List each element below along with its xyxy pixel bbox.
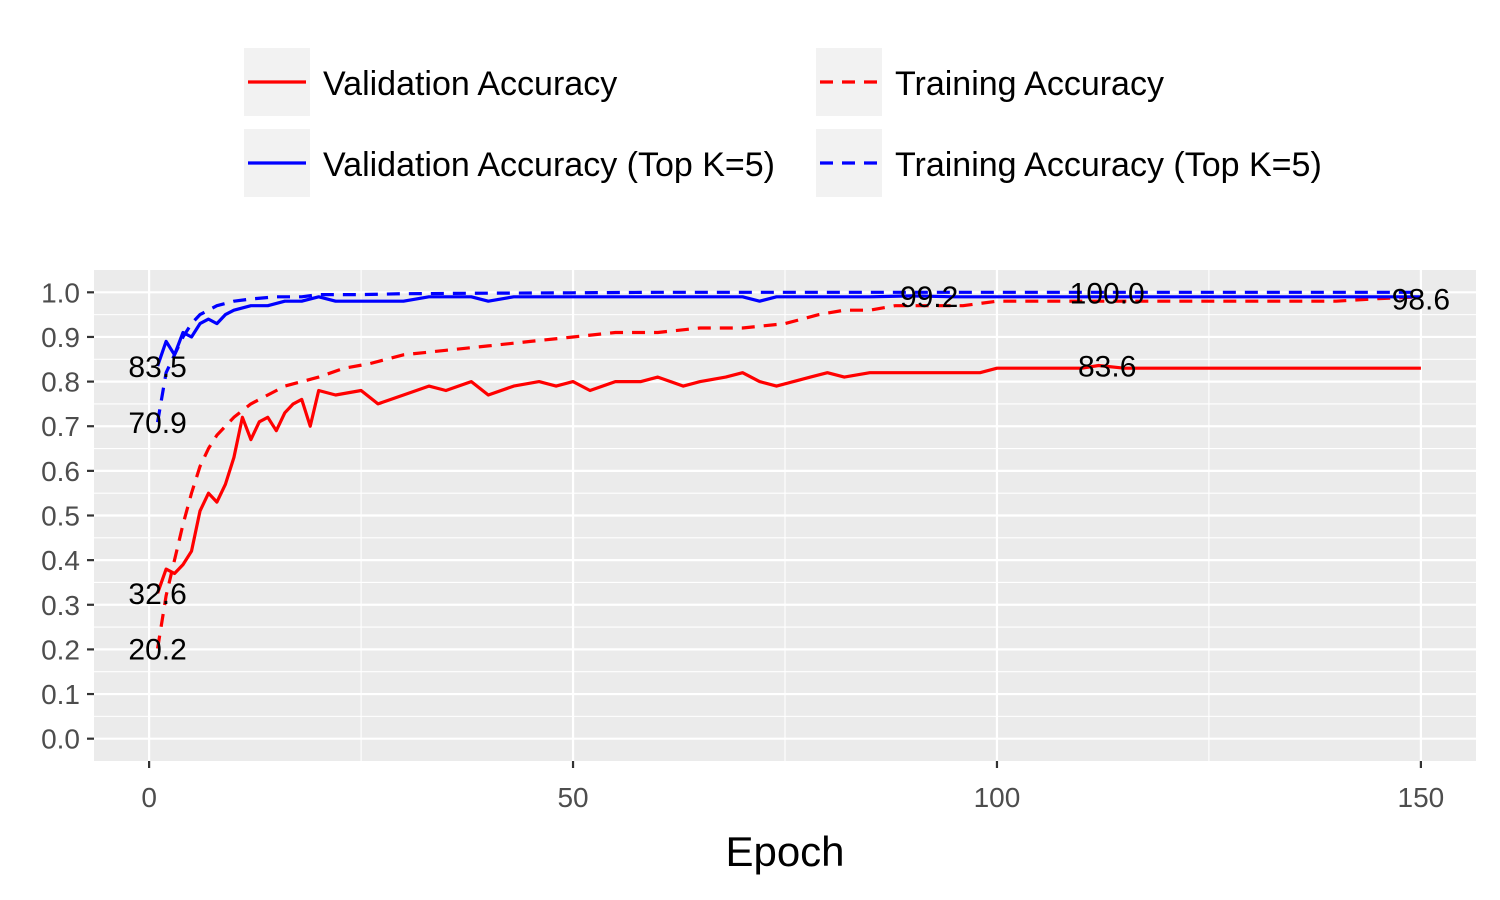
data-label: 70.9 [128, 407, 186, 440]
legend-item-training-accuracy: Training Accuracy [816, 48, 1164, 116]
y-tick-label: 0.4 [41, 545, 80, 576]
y-tick-label: 0.2 [41, 634, 80, 665]
legend-item-validation-accuracy-top5: Validation Accuracy (Top K=5) [244, 129, 775, 197]
training-accuracy-top5-line [156, 290, 1421, 423]
data-label: 100.0 [1070, 277, 1145, 310]
validation-accuracy-line [156, 363, 1421, 594]
y-tick-label: 0.9 [41, 322, 80, 353]
y-tick-label: 0.7 [41, 411, 80, 442]
validation-accuracy-top5-line [156, 294, 1421, 367]
legend-label-training-accuracy-top5: Training Accuracy (Top K=5) [895, 146, 1322, 184]
data-labels: 83.5 70.9 32.6 20.2 99.2 100.0 83.6 98.6 [128, 277, 1450, 666]
y-tick-label: 0.6 [41, 456, 80, 487]
x-tick-label: 150 [1398, 782, 1445, 813]
y-tick-label: 0.3 [41, 590, 80, 621]
data-label: 83.6 [1078, 351, 1136, 384]
data-label: 99.2 [900, 281, 958, 314]
y-tick-label: 0.8 [41, 367, 80, 398]
data-label: 20.2 [128, 634, 186, 667]
legend-label-training-accuracy: Training Accuracy [895, 65, 1164, 103]
y-tick-label: 1.0 [41, 277, 80, 308]
legend-item-training-accuracy-top5: Training Accuracy (Top K=5) [816, 129, 1322, 197]
data-label: 98.6 [1392, 284, 1450, 317]
training-accuracy-line [156, 295, 1421, 649]
y-tick-label: 0.0 [41, 724, 80, 755]
data-label: 32.6 [128, 578, 186, 611]
series-lines [156, 290, 1421, 649]
x-tick-label: 0 [141, 782, 157, 813]
axes: 0 50 100 150 0.0 0.1 0.2 0.3 0.4 0.5 0.6 0.7 0.8 0.9 1… [41, 277, 1444, 813]
x-tick-label: 100 [974, 782, 1021, 813]
x-tick-label: 50 [557, 782, 588, 813]
x-axis-title: Epoch [725, 828, 844, 875]
legend-label-validation-accuracy-top5: Validation Accuracy (Top K=5) [323, 146, 775, 184]
legend-item-validation-accuracy: Validation Accuracy [244, 48, 617, 116]
data-label: 83.5 [128, 351, 186, 384]
legend: Validation Accuracy Training Accuracy Va… [244, 48, 1322, 197]
y-tick-label: 0.5 [41, 501, 80, 532]
y-tick-label: 0.1 [41, 679, 80, 710]
legend-label-validation-accuracy: Validation Accuracy [323, 65, 617, 103]
